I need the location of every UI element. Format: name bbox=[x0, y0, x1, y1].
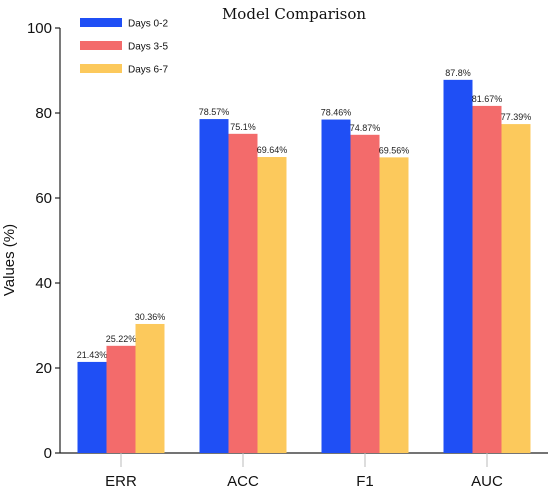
bar bbox=[228, 133, 258, 453]
bar bbox=[257, 157, 287, 453]
chart-title: Model Comparison bbox=[222, 5, 366, 23]
axes: 0 20 40 60 80 100 ERR ACC F1 AUC bbox=[27, 20, 548, 490]
data-label: 78.57% bbox=[199, 107, 230, 117]
bar bbox=[443, 79, 473, 453]
legend-label: Days 0-2 bbox=[128, 19, 168, 30]
legend-swatch bbox=[80, 64, 122, 73]
data-label: 25.22% bbox=[106, 334, 137, 344]
bar bbox=[501, 124, 531, 453]
data-label: 21.43% bbox=[77, 350, 108, 360]
data-label: 74.87% bbox=[350, 123, 381, 133]
bar bbox=[472, 105, 502, 453]
data-label: 30.36% bbox=[135, 312, 166, 322]
data-label: 69.64% bbox=[257, 145, 288, 155]
bar bbox=[199, 119, 229, 453]
bars: 21.43% 25.22% 30.36% 78.57%75.1% 69.64% 78.46… bbox=[77, 68, 532, 454]
y-tick-label: 100 bbox=[27, 20, 52, 37]
data-label: 78.46% bbox=[321, 108, 352, 118]
legend-swatch bbox=[80, 18, 122, 27]
legend-swatch bbox=[80, 41, 122, 50]
bar bbox=[321, 119, 351, 454]
legend-label: Days 3-5 bbox=[128, 42, 168, 53]
data-label: 77.39% bbox=[501, 112, 532, 122]
y-tick-label: 40 bbox=[35, 275, 52, 292]
x-tick-label: AUC bbox=[471, 473, 503, 490]
y-tick-label: 60 bbox=[35, 190, 52, 207]
legend: Days 0-2 Days 3-5 Days 6-7 bbox=[80, 18, 168, 76]
data-label: 75.1% bbox=[230, 122, 256, 132]
x-tick-label: F1 bbox=[356, 473, 374, 490]
legend-label: Days 6-7 bbox=[128, 65, 168, 76]
bar bbox=[379, 157, 409, 453]
data-label: 69.56% bbox=[379, 145, 410, 155]
y-axis-label: Values (%) bbox=[1, 224, 18, 296]
data-label: 87.8% bbox=[445, 68, 471, 78]
x-tick-label: ACC bbox=[227, 473, 259, 490]
bar bbox=[77, 361, 107, 453]
bar bbox=[106, 345, 136, 453]
x-tick-label: ERR bbox=[105, 473, 137, 490]
y-tick-label: 20 bbox=[35, 360, 52, 377]
bar bbox=[135, 323, 165, 453]
data-label: 81.67% bbox=[472, 94, 503, 104]
bar bbox=[350, 134, 380, 454]
y-tick-label: 0 bbox=[44, 445, 52, 462]
y-tick-label: 80 bbox=[35, 105, 52, 122]
